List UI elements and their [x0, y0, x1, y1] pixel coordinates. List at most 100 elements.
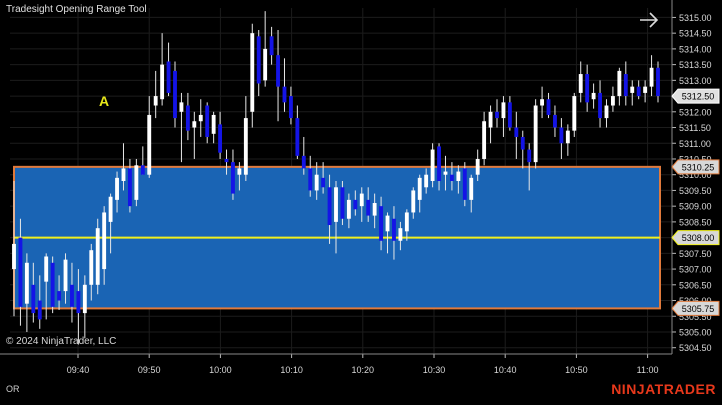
candle	[24, 253, 29, 332]
candle	[572, 92, 577, 137]
candle	[237, 162, 242, 191]
y-tick-label: 5313.50	[679, 60, 712, 70]
candle-body	[211, 114, 216, 134]
candle	[449, 162, 454, 191]
x-tick-label: 09:40	[67, 365, 90, 375]
candle	[57, 275, 62, 310]
candle-body	[462, 168, 467, 200]
candle-body	[231, 162, 235, 194]
x-tick-label: 10:40	[494, 365, 517, 375]
chart-title: Tradesight Opening Range Tool	[6, 4, 147, 15]
time-axis[interactable]: 09:40 09:50 10:00 10:10 10:20 10:30 10:40 10:50…	[0, 353, 672, 375]
candle-body	[321, 177, 326, 188]
y-tick-label: 5311.50	[679, 123, 711, 133]
candle	[430, 143, 435, 188]
candle	[250, 23, 255, 128]
candle-body	[198, 114, 203, 122]
candle	[437, 143, 441, 191]
candle-body	[379, 206, 384, 241]
candle	[398, 221, 403, 251]
candle	[115, 171, 119, 213]
candle-body	[63, 259, 68, 292]
candle-body	[192, 121, 197, 128]
candle-body	[334, 187, 338, 222]
candle-body	[565, 130, 570, 144]
candle	[82, 275, 87, 339]
candle-body	[353, 199, 358, 210]
candle	[288, 86, 293, 125]
candle	[366, 187, 371, 222]
candle-body	[237, 168, 242, 175]
candle	[546, 92, 551, 119]
candle-body	[636, 86, 641, 97]
candle-body	[173, 70, 177, 119]
candle	[565, 124, 570, 156]
candle	[160, 33, 165, 106]
candle-body	[507, 102, 512, 128]
y-tick-label: 5308.50	[679, 217, 712, 227]
candle	[173, 61, 177, 128]
candle	[63, 253, 68, 304]
price-marker-label: 5310.25	[682, 162, 715, 172]
candle-body	[179, 102, 184, 112]
candle	[185, 92, 190, 141]
candle	[527, 143, 532, 191]
candle-body	[57, 291, 62, 301]
candle	[340, 181, 345, 226]
candle-body	[617, 70, 622, 97]
candle-body	[160, 64, 165, 100]
candle	[256, 30, 261, 97]
candle-body	[263, 48, 268, 81]
marker-label-a: A	[99, 93, 110, 109]
candle-body	[411, 190, 416, 213]
candle	[591, 83, 596, 109]
candle-body	[301, 155, 306, 169]
candle-body	[430, 149, 435, 181]
candle	[301, 136, 306, 175]
candle	[282, 58, 287, 112]
candle	[89, 243, 94, 301]
candle-body	[437, 146, 441, 181]
x-tick-label: 11:00	[637, 365, 659, 375]
candle-body	[140, 165, 145, 175]
candle	[417, 174, 422, 213]
candle	[179, 92, 184, 163]
candle-body	[398, 228, 403, 241]
candle-body	[469, 177, 474, 200]
candle-body	[495, 111, 499, 119]
candle	[243, 96, 248, 181]
candle	[553, 105, 557, 137]
candle-body	[243, 118, 248, 175]
candle-body	[475, 158, 480, 175]
candle	[385, 212, 390, 254]
candle	[475, 149, 480, 181]
candle	[192, 111, 197, 159]
y-tick-label: 5307.50	[679, 249, 712, 259]
candle-body	[359, 193, 364, 207]
candle-body	[314, 174, 319, 191]
candle-body	[18, 237, 23, 307]
candle	[18, 218, 23, 326]
candle-body	[308, 168, 313, 191]
candle	[269, 26, 274, 65]
candle-body	[598, 92, 602, 119]
candle-body	[404, 212, 409, 232]
candle	[134, 158, 139, 207]
candle	[411, 187, 416, 219]
right-arrow-icon[interactable]	[638, 10, 660, 30]
candle-body	[95, 228, 100, 285]
candle-body	[185, 105, 190, 131]
candle	[153, 70, 158, 119]
price-marker-tag	[671, 300, 720, 316]
x-tick-label: 10:50	[565, 365, 588, 375]
candle	[321, 162, 326, 194]
candle	[95, 218, 100, 295]
candle	[514, 111, 519, 159]
candle-body	[82, 284, 87, 314]
or-label: OR	[6, 384, 20, 394]
candle-body	[276, 55, 280, 87]
price-marker-label: 5308.00	[682, 233, 715, 243]
candle	[205, 102, 210, 144]
